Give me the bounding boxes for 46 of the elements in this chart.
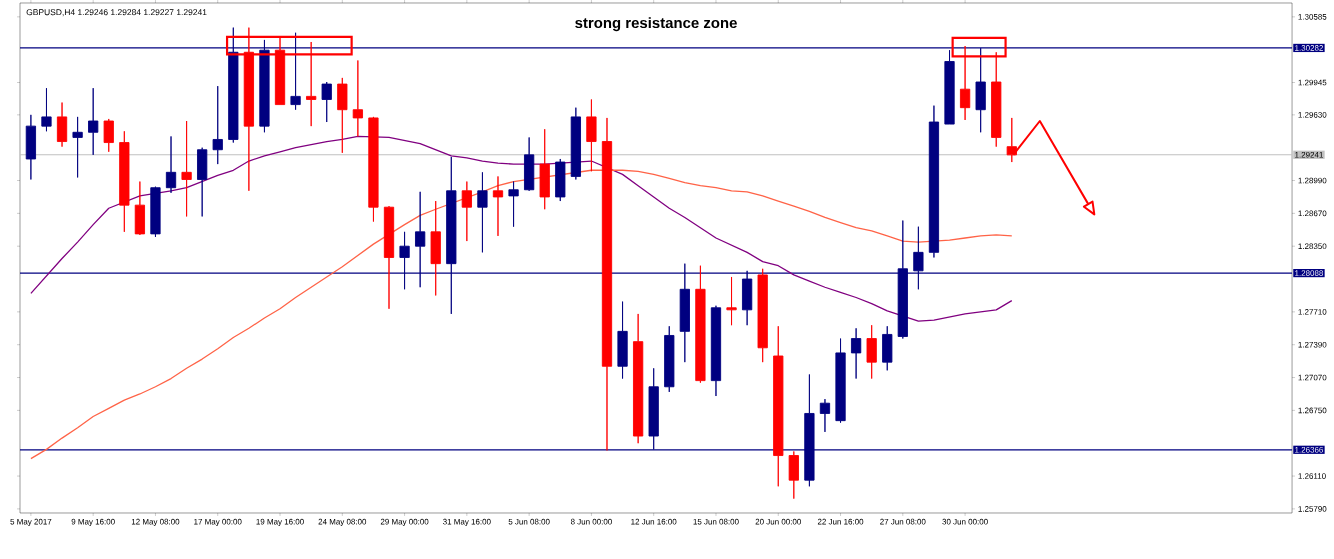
candlestick <box>492 175 504 237</box>
candlestick <box>726 276 737 326</box>
candlestick <box>835 338 846 424</box>
candlestick <box>633 313 644 444</box>
candlestick <box>383 205 395 310</box>
candlestick <box>72 116 83 178</box>
candlestick <box>461 181 472 242</box>
candlestick <box>570 107 581 180</box>
candlestick <box>212 85 223 165</box>
candlestick <box>586 99 597 172</box>
candlestick <box>88 87 99 156</box>
candlestick <box>119 130 130 233</box>
candlestick <box>508 181 519 228</box>
candlestick <box>150 186 161 238</box>
candlestick <box>524 136 535 192</box>
candlestick <box>882 325 893 371</box>
candlestick <box>617 301 628 380</box>
candlestick <box>41 87 52 132</box>
candlestick <box>757 268 768 363</box>
candlestick <box>321 81 332 123</box>
text: GBPUSD,H4 1.29246 1.29284 1.29227 1.29241 <box>26 9 207 17</box>
candlestick <box>866 324 877 380</box>
candlestick <box>430 200 441 296</box>
candlestick <box>181 120 192 217</box>
candlestick <box>477 171 488 253</box>
candlestick <box>710 305 722 397</box>
candlestick <box>197 147 208 217</box>
candlestick <box>103 118 114 153</box>
candlestick <box>601 117 613 451</box>
candlestick <box>788 450 799 500</box>
candlestick <box>368 116 379 223</box>
candlestick <box>337 77 348 154</box>
candlestick <box>773 325 784 487</box>
candlestick <box>928 105 940 258</box>
candlestick <box>352 60 363 137</box>
candlestick <box>819 398 831 433</box>
candlestick <box>165 135 177 194</box>
candlestick <box>134 181 146 236</box>
annotation: strong resistance zone <box>575 17 737 32</box>
candlestick <box>695 265 706 384</box>
candlestick <box>850 327 862 380</box>
candlestick <box>539 128 550 210</box>
candlestick <box>56 102 68 148</box>
candlestick <box>664 325 675 393</box>
candlestick <box>25 114 37 180</box>
candlestick <box>555 158 566 202</box>
